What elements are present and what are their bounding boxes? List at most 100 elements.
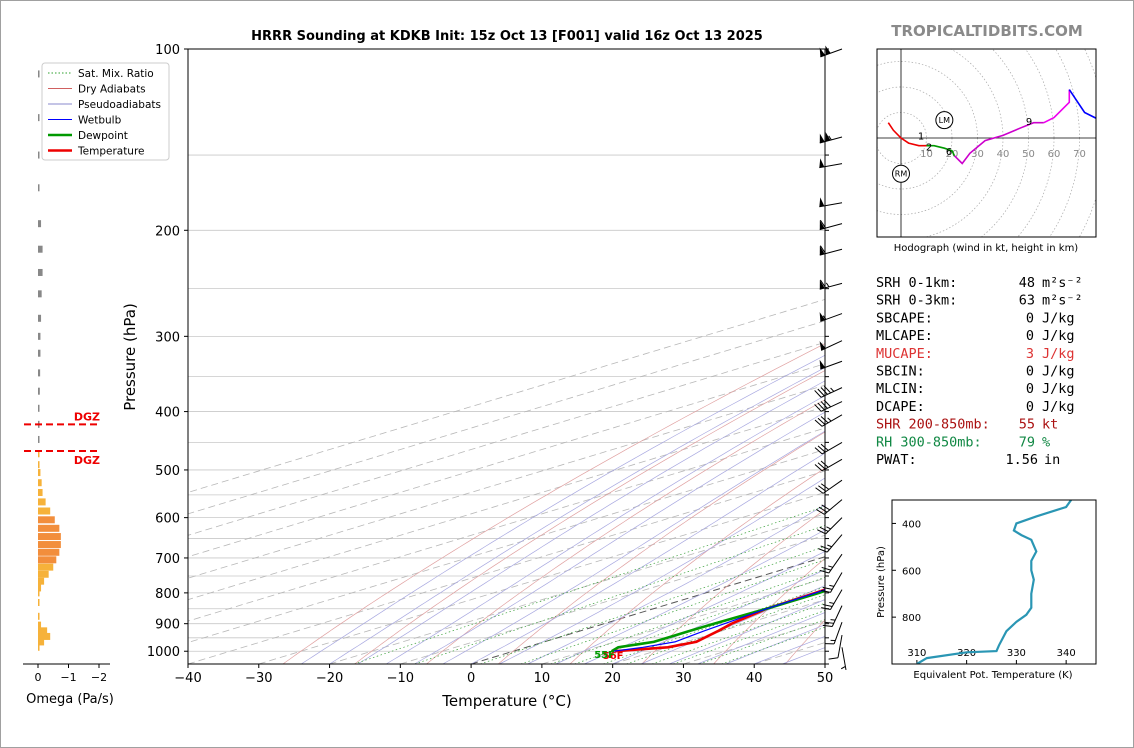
stat-value: 0 bbox=[1026, 399, 1034, 415]
legend-label: Pseudoadiabats bbox=[78, 99, 161, 111]
omega-bar bbox=[38, 570, 49, 578]
omega-bar bbox=[38, 290, 42, 298]
wind-barb bbox=[817, 517, 843, 535]
wind-barb-half bbox=[828, 565, 833, 568]
theta-x-tick-label: 330 bbox=[1007, 648, 1026, 659]
wind-barb-half bbox=[830, 387, 835, 392]
wind-barb-full bbox=[819, 245, 826, 254]
stat-value: 63 bbox=[1019, 293, 1035, 309]
dry-adiabat bbox=[282, 343, 825, 664]
omega-xlabel: Omega (Pa/s) bbox=[26, 692, 114, 707]
stat-row: RH 300-850mb: 79% bbox=[876, 434, 1050, 450]
hodograph-ring-label: 50 bbox=[1022, 149, 1035, 160]
wind-barb bbox=[819, 553, 843, 574]
surface-temp-label: 56F bbox=[603, 651, 624, 662]
wind-barb-shaft bbox=[833, 622, 843, 645]
wind-barb bbox=[815, 479, 843, 494]
stat-value: 55 bbox=[1019, 417, 1035, 433]
dry-adiabat bbox=[785, 619, 825, 664]
wind-barb-full bbox=[820, 545, 830, 550]
mixing-ratio-line bbox=[626, 594, 825, 664]
isotherm bbox=[188, 406, 825, 601]
hodograph-frame bbox=[876, 48, 1097, 238]
stat-value: 48 bbox=[1019, 275, 1035, 291]
wind-barb-full bbox=[818, 485, 827, 492]
pseudoadiabat bbox=[301, 354, 825, 664]
dgz-label: DGZ bbox=[74, 410, 100, 423]
wind-barb-shaft bbox=[824, 499, 843, 515]
wind-barb bbox=[819, 132, 843, 144]
isotherm bbox=[188, 470, 825, 664]
stat-label: MUCAPE: bbox=[876, 346, 933, 362]
stat-row: DCAPE: 0 J/kg bbox=[876, 399, 1075, 415]
skewt-axes-frame bbox=[187, 48, 826, 665]
trace-wetbulb bbox=[613, 588, 825, 652]
chart-title: HRRR Sounding at KDKB Init: 15z Oct 13 [… bbox=[251, 29, 763, 44]
wind-barb-half bbox=[830, 619, 836, 621]
skewt-grid: 1246810131620243036 bbox=[188, 49, 1118, 664]
wind-barb-flag bbox=[819, 312, 826, 322]
isotherm bbox=[188, 341, 825, 536]
mixing-ratio-label: 8 bbox=[1113, 460, 1118, 469]
x-tick-label: −20 bbox=[316, 671, 343, 686]
wind-barb-shaft bbox=[821, 458, 843, 472]
wind-barb-full bbox=[820, 443, 829, 451]
hodograph-height-label: 9 bbox=[1026, 117, 1032, 128]
omega-bar bbox=[38, 556, 57, 564]
x-tick-label: 0 bbox=[467, 671, 475, 686]
wind-barb-shaft bbox=[820, 387, 843, 398]
wind-barb-full bbox=[816, 508, 825, 515]
wind-barb-half bbox=[840, 666, 846, 670]
stat-value: 3 bbox=[1026, 346, 1034, 362]
stat-value: 79 bbox=[1019, 434, 1035, 450]
wind-barb-shaft bbox=[830, 572, 843, 593]
wind-barb-half bbox=[826, 526, 831, 530]
pseudoadiabat bbox=[584, 551, 825, 664]
stat-unit: in bbox=[1044, 452, 1060, 468]
theta-e-frame bbox=[891, 499, 1097, 665]
wind-barb bbox=[819, 359, 843, 370]
wind-barb-shaft bbox=[831, 605, 843, 627]
wind-barb bbox=[824, 622, 843, 645]
omega-bar bbox=[38, 541, 61, 549]
dry-adiabat bbox=[497, 431, 825, 664]
omega-bar bbox=[38, 114, 40, 122]
legend-label: Temperature bbox=[77, 146, 145, 158]
y-tick-label: 600 bbox=[155, 512, 180, 527]
omega-bar bbox=[38, 245, 43, 253]
wind-barb-half bbox=[827, 417, 832, 422]
stat-value: 0 bbox=[1026, 328, 1034, 344]
wind-barb-full bbox=[814, 390, 822, 398]
isotherm bbox=[188, 427, 825, 622]
legend-label: Sat. Mix. Ratio bbox=[78, 68, 154, 80]
legend-label: Dry Adiabats bbox=[78, 84, 146, 96]
pseudoadiabat bbox=[697, 612, 825, 664]
hodograph-height-label: 1 bbox=[918, 132, 924, 143]
y-tick-label: 200 bbox=[155, 224, 180, 239]
legend-label: Dewpoint bbox=[78, 130, 128, 142]
stat-label: DCAPE: bbox=[876, 399, 925, 415]
dry-adiabat bbox=[641, 509, 825, 664]
theta-e-xlabel: Equivalent Pot. Temperature (K) bbox=[913, 670, 1072, 681]
wind-barb-flag bbox=[819, 197, 825, 207]
wind-barb-full bbox=[817, 417, 826, 425]
omega-bar bbox=[38, 151, 40, 159]
stat-unit: J/kg bbox=[1042, 381, 1075, 397]
stat-label: RH 300-850mb: bbox=[876, 434, 982, 450]
stat-label: SBCAPE: bbox=[876, 310, 933, 326]
wind-barb bbox=[819, 158, 843, 169]
mixing-ratio-label: 1 bbox=[931, 460, 936, 469]
omega-bar bbox=[38, 461, 40, 469]
stat-unit: m²s⁻² bbox=[1042, 275, 1083, 291]
wind-barb-full bbox=[819, 526, 829, 532]
wind-barb-full bbox=[820, 460, 829, 468]
hodograph-segment bbox=[926, 144, 956, 157]
hodograph-ring-label: 40 bbox=[997, 149, 1010, 160]
wind-barb bbox=[818, 534, 843, 553]
omega-bar bbox=[38, 524, 60, 532]
wind-barb-full bbox=[820, 401, 828, 409]
omega-tick-label: 0 bbox=[35, 671, 42, 684]
omega-bar bbox=[38, 548, 60, 556]
x-tick-label: −10 bbox=[387, 671, 414, 686]
wind-barb bbox=[840, 647, 847, 671]
